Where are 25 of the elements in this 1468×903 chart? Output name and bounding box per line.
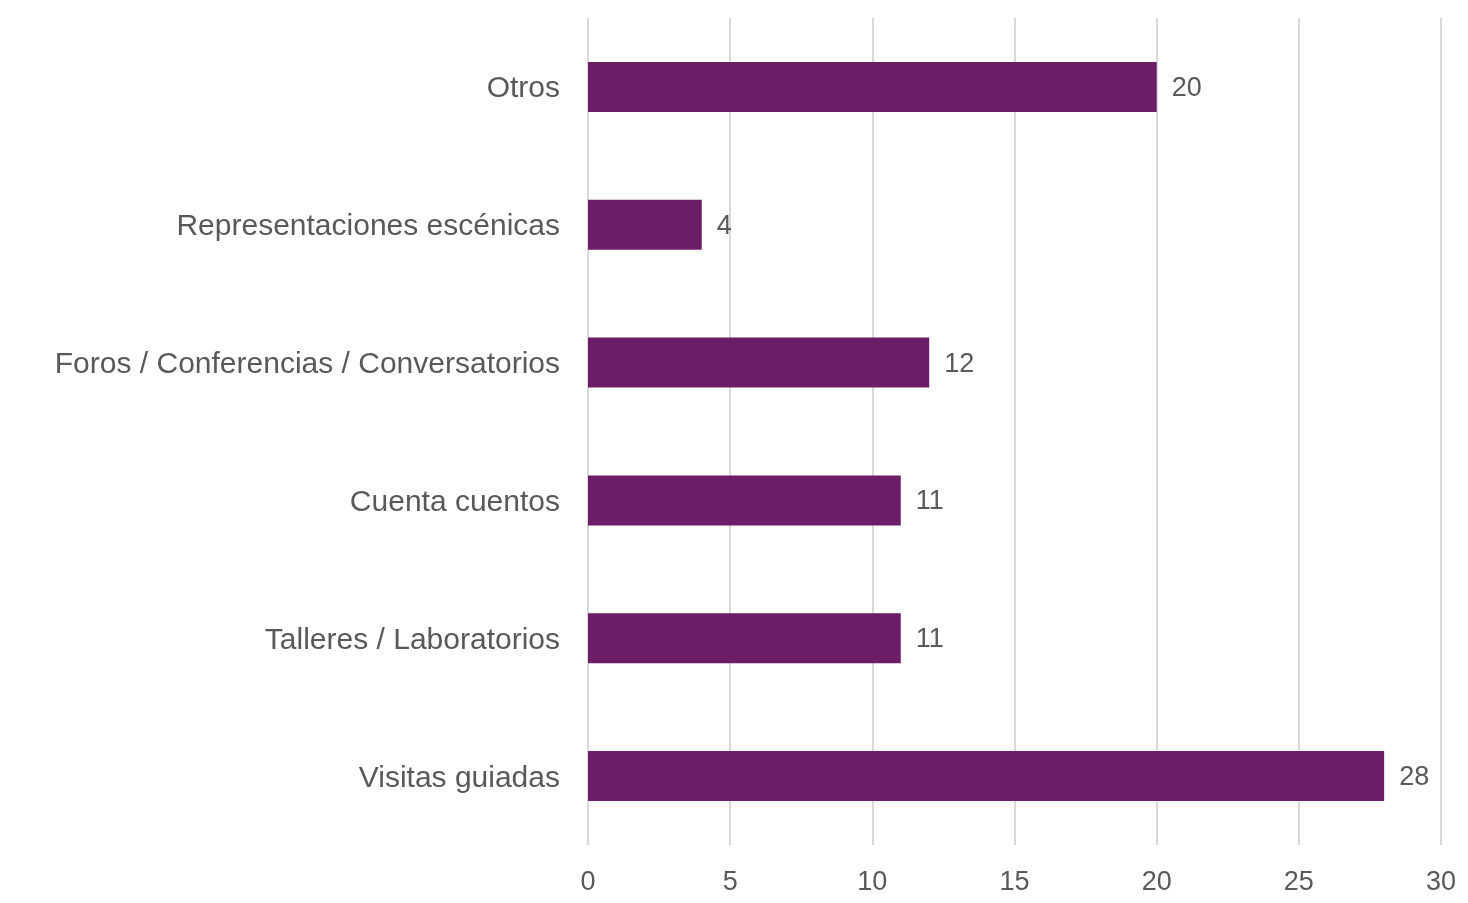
y-tick-label: Visitas guiadas xyxy=(358,759,560,793)
data-label: 11 xyxy=(915,485,944,516)
bar xyxy=(588,337,930,388)
y-tick-label: Cuenta cuentos xyxy=(349,483,560,517)
bar xyxy=(588,475,901,526)
x-tick-label: 15 xyxy=(999,865,1030,896)
y-tick-label: Representaciones escénicas xyxy=(176,208,560,242)
data-label: 28 xyxy=(1399,761,1430,792)
y-tick-label: Foros / Conferencias / Conversatorios xyxy=(54,346,560,380)
x-tick-label: 10 xyxy=(857,865,888,896)
bar xyxy=(588,613,901,664)
x-tick-label: 25 xyxy=(1283,865,1314,896)
data-label: 20 xyxy=(1171,71,1202,102)
x-tick-label: 20 xyxy=(1141,865,1172,896)
bar xyxy=(588,751,1385,802)
bar xyxy=(588,61,1157,112)
bar xyxy=(588,199,702,250)
x-tick-label: 5 xyxy=(722,865,738,896)
x-tick-label: 30 xyxy=(1425,865,1457,896)
y-tick-label: Talleres / Laboratorios xyxy=(264,621,560,655)
data-label: 4 xyxy=(716,209,732,240)
y-tick-label: Otros xyxy=(486,70,560,104)
data-label: 12 xyxy=(944,347,975,378)
x-tick-label: 0 xyxy=(580,865,596,896)
data-label: 11 xyxy=(915,623,944,654)
